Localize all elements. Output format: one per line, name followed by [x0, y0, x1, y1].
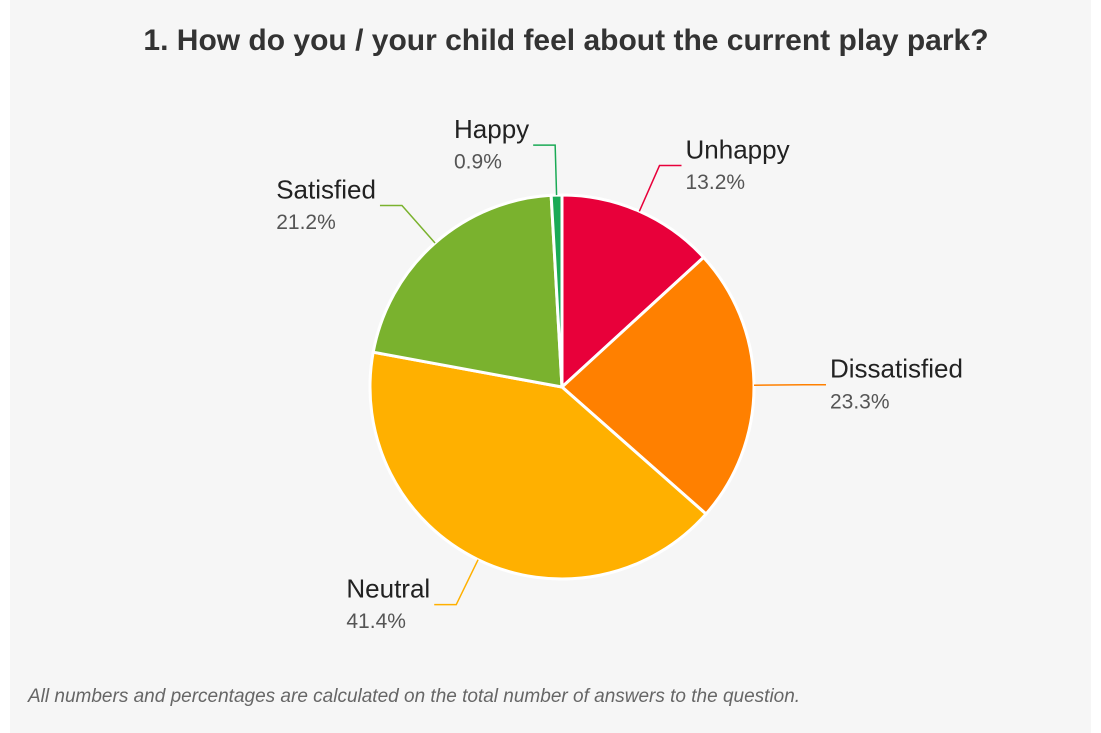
leader-line: [638, 164, 682, 212]
slice-value-label: 23.3%: [830, 390, 890, 413]
pie-slice: [549, 193, 564, 388]
leader-line: [379, 204, 436, 244]
slice-label: Happy: [454, 114, 529, 144]
chart-title: 1. How do you / your child feel about th…: [143, 24, 988, 57]
leader-line: [533, 144, 558, 196]
pie-slice: [559, 255, 756, 517]
slice-value-label: 0.9%: [454, 151, 502, 174]
slice-label: Dissatisfied: [830, 354, 963, 384]
slice-label: Neutral: [346, 574, 430, 604]
footnote: All numbers and percentages are calculat…: [27, 686, 800, 707]
slice-value-label: 21.2%: [276, 211, 336, 234]
leader-line: [434, 559, 479, 606]
slice-label: Unhappy: [686, 134, 790, 164]
pie-slice: [368, 350, 709, 581]
slice-value-label: 13.2%: [686, 171, 746, 194]
pie-slice: [371, 193, 564, 389]
slice-value-label: 41.4%: [346, 610, 406, 633]
slice-label: Satisfied: [276, 174, 376, 204]
